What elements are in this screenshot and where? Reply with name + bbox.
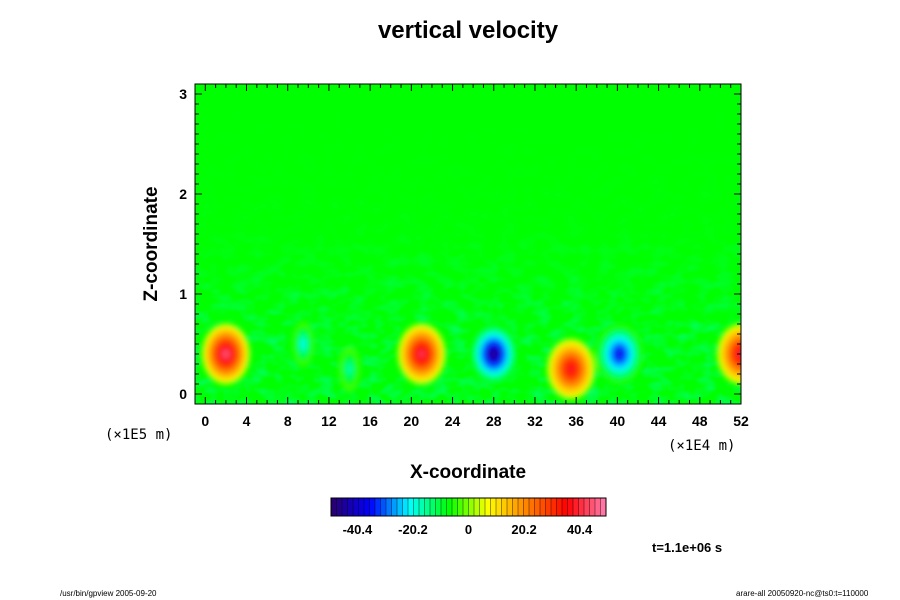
colorbar-swatch [540,498,546,516]
footer-right: arare-all 20050920-nc@ts0:t=110000 [736,589,869,598]
colorbar-swatch [331,498,337,516]
colorbar-swatch [463,498,469,516]
colorbar-swatch [600,498,607,516]
colorbar-tick-label: -40.4 [343,522,373,537]
x-tick-label: 20 [404,413,420,429]
x-axis-label: X-coordinate [410,462,526,483]
colorbar-swatch [441,498,447,516]
colorbar-swatch [413,498,420,516]
velocity-cells [202,322,741,399]
x-tick-label: 44 [651,413,667,429]
colorbar-swatch [375,498,381,516]
colorbar-swatch [457,498,464,516]
x-tick-label: 48 [692,413,708,429]
colorbar-tick-label: 40.4 [567,522,593,537]
colorbar-swatch [435,498,442,516]
colorbar-swatch [397,498,403,516]
colorbar-swatch [507,498,513,516]
colorbar-swatch [336,498,343,516]
x-tick-label: 8 [284,413,292,429]
y-axis: 0 1 2 3 [179,83,741,405]
turbulence-texture [195,84,741,404]
colorbar-swatch [452,498,458,516]
x-tick-label: 12 [321,413,337,429]
colorbar-swatch [584,498,590,516]
colorbar-swatch [364,498,370,516]
colorbar-swatch [353,498,359,516]
colorbar-swatch [369,498,376,516]
footer-left: /usr/bin/gpview 2005-09-20 [60,589,157,598]
y-tick-label: 1 [179,286,187,302]
downdraft-cell [339,347,360,391]
colorbar-swatch [408,498,414,516]
colorbar-frame [330,497,607,517]
updraft-cell [397,324,446,384]
downdraft-cell [292,322,314,366]
updraft-cell [547,339,595,399]
x-tick-label: 4 [243,413,251,429]
downdraft-cell [595,324,644,384]
colorbar-swatch [551,498,557,516]
x-axis: 0 4 8 12 16 20 24 28 32 36 40 44 48 52 [194,84,749,429]
y-tick-label: 3 [179,86,187,102]
colorbar-swatch [523,498,530,516]
colorbar-swatch [529,498,535,516]
x-tick-label: 36 [568,413,584,429]
colorbar-swatch [479,498,486,516]
y-tick-label: 2 [179,186,187,202]
heatmap-area [195,84,741,404]
colorbar-swatch [446,498,453,516]
x-tick-label: 32 [527,413,543,429]
updraft-cell [202,324,250,384]
colorbar-swatch [430,498,436,516]
colorbar-swatch [485,498,491,516]
chart-title: vertical velocity [378,17,559,44]
colorbar-swatch [342,498,348,516]
colorbar-swatch [419,498,425,516]
colorbar-swatch [496,498,502,516]
x-tick-label: 40 [610,413,626,429]
colorbar-swatch [556,498,563,516]
x-tick-label: 16 [362,413,378,429]
x-tick-label: 24 [445,413,461,429]
x-tick-label: 28 [486,413,502,429]
colorbar-swatch [391,498,398,516]
colorbar-swatch [468,498,475,516]
y-axis-label: Z-coordinate [141,186,162,301]
colorbar-swatch [578,498,585,516]
colorbar-swatch [424,498,431,516]
colorbar-tick-label: 20.2 [511,522,536,537]
x-tick-label: 52 [733,413,749,429]
colorbar-swatch [402,498,409,516]
colorbar: -40.4 -20.2 0 20.2 40.4 [330,497,607,537]
colorbar-swatch [490,498,497,516]
colorbar-swatch [562,498,568,516]
colorbar-swatch [512,498,519,516]
colorbar-swatch [347,498,354,516]
colorbar-swatch [589,498,596,516]
colorbar-swatch [573,498,579,516]
updraft-cell [717,324,741,384]
colorbar-swatch [518,498,524,516]
x-scale-label: (×1E4 m) [668,438,735,454]
downdraft-cell [470,324,518,384]
colorbar-swatch [358,498,365,516]
colorbar-swatch [501,498,508,516]
colorbar-swatch [545,498,552,516]
colorbar-tick-label: 0 [465,522,472,537]
time-label: t=1.1e+06 s [652,540,722,555]
colorbar-tick-label: -20.2 [398,522,428,537]
colorbar-swatch [386,498,392,516]
y-scale-label: (×1E5 m) [105,427,172,443]
y-tick-label: 0 [179,386,187,402]
colorbar-swatch [595,498,601,516]
colorbar-swatch [380,498,387,516]
colorbar-swatch [474,498,480,516]
colorbar-swatch [534,498,541,516]
x-tick-label: 0 [201,413,209,429]
colorbar-swatch [567,498,574,516]
